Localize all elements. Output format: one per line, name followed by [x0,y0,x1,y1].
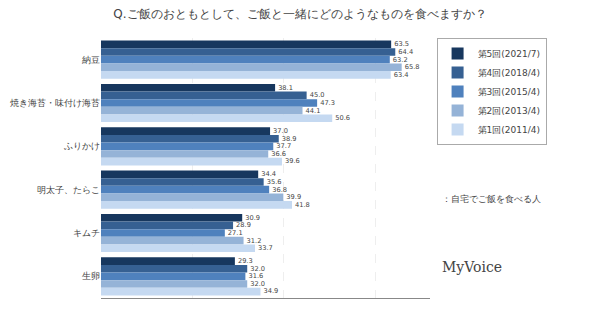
svg-text:63.2: 63.2 [393,56,408,64]
svg-text:第4回(2018/4): 第4回(2018/4) [478,68,540,78]
svg-text:焼き海苔・味付け海苔: 焼き海苔・味付け海苔 [10,98,100,108]
svg-text:第1回(2011/4): 第1回(2011/4) [478,125,540,135]
svg-text:生卵: 生卵 [82,271,100,281]
svg-text:50.6: 50.6 [335,114,350,122]
svg-text:31.2: 31.2 [247,237,262,245]
svg-text:63.5: 63.5 [394,40,409,48]
svg-text:32.0: 32.0 [250,265,265,273]
svg-text:37.0: 37.0 [273,127,288,135]
svg-text:納豆: 納豆 [82,55,100,65]
svg-text:65.8: 65.8 [405,63,420,71]
svg-text:44.1: 44.1 [306,107,321,115]
svg-text:第2回(2013/4): 第2回(2013/4) [478,106,540,116]
svg-text:35.6: 35.6 [267,178,282,186]
svg-text:明太子、たらこ: 明太子、たらこ [37,185,100,195]
svg-text:63.4: 63.4 [394,71,409,79]
svg-text:MyVoice: MyVoice [442,259,502,275]
svg-text:34.4: 34.4 [261,170,276,178]
svg-text:Q.ご飯のおともとして、ご飯と一緒にどのようなものを食べます: Q.ご飯のおともとして、ご飯と一緒にどのようなものを食べますか？ [113,7,486,21]
svg-text:36.8: 36.8 [272,186,287,194]
svg-text:39.6: 39.6 [285,157,300,165]
svg-text:34.9: 34.9 [263,287,278,295]
svg-text:31.6: 31.6 [248,272,263,280]
svg-text:32.0: 32.0 [250,280,265,288]
svg-text:33.7: 33.7 [258,244,273,252]
svg-text:41.8: 41.8 [295,201,310,209]
svg-text:ふりかけ: ふりかけ [63,141,100,151]
svg-text:39.9: 39.9 [286,193,301,201]
svg-text:29.3: 29.3 [238,257,253,265]
svg-text:38.9: 38.9 [282,135,297,143]
svg-text:第3回(2015/4): 第3回(2015/4) [478,87,540,97]
svg-text:27.1: 27.1 [228,229,243,237]
svg-text:45.0: 45.0 [310,91,325,99]
svg-text:キムチ: キムチ [73,228,100,238]
svg-text:38.1: 38.1 [278,84,293,92]
svg-text:64.4: 64.4 [398,48,413,56]
svg-text:30.9: 30.9 [245,214,260,222]
svg-text:：自宅でご飯を食べる人: ：自宅でご飯を食べる人 [442,194,541,204]
svg-text:36.6: 36.6 [271,150,286,158]
svg-text:28.9: 28.9 [236,221,251,229]
svg-text:37.7: 37.7 [276,142,291,150]
svg-text:47.3: 47.3 [320,99,335,107]
svg-text:第5回(2021/7): 第5回(2021/7) [478,49,540,59]
